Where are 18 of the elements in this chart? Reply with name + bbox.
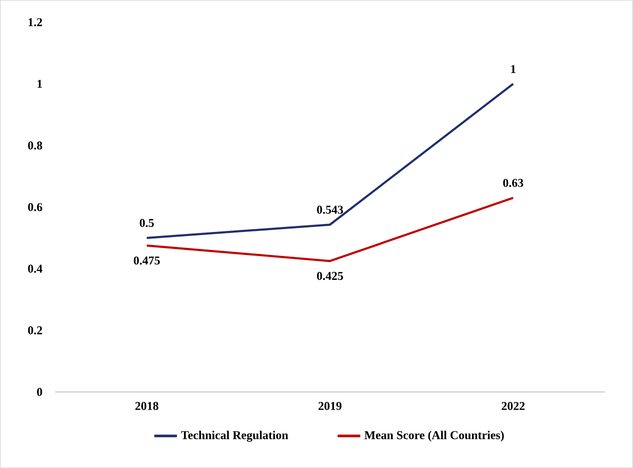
x-tick-label: 2018	[135, 402, 158, 410]
x-tick-label: 2019	[318, 402, 342, 410]
legend-label: Technical Regulation	[181, 430, 288, 442]
data-label: 0.5	[140, 218, 154, 227]
x-tick-label: 2022	[502, 402, 525, 410]
y-tick-label: 1	[38, 80, 42, 88]
data-label: 0.63	[503, 178, 524, 187]
y-tick-label: 0.6	[28, 202, 42, 212]
y-tick-label: 0	[37, 388, 42, 396]
data-label: 0.543	[317, 206, 344, 214]
data-label: 0.475	[134, 256, 160, 265]
y-tick-label: 0.4	[28, 264, 42, 273]
y-tick-label: 0.2	[28, 326, 42, 334]
y-tick-label: 0.8	[28, 141, 42, 150]
legend-label: Mean Score (All Countries)	[364, 430, 504, 442]
data-label: 1	[511, 65, 516, 73]
data-label: 0.425	[317, 272, 343, 280]
y-tick-label: 1.2	[28, 18, 42, 26]
